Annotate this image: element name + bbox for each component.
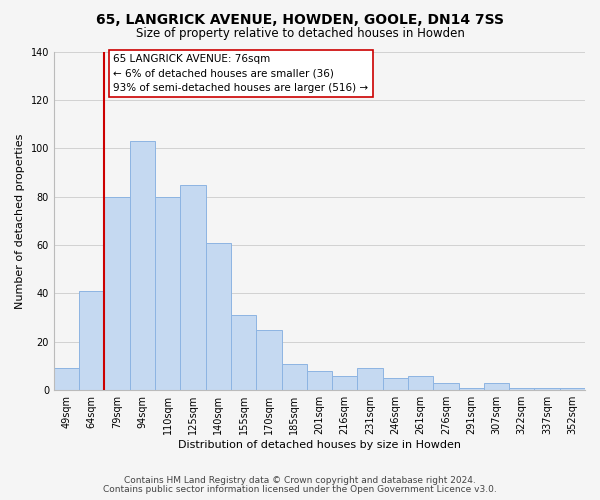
X-axis label: Distribution of detached houses by size in Howden: Distribution of detached houses by size … <box>178 440 461 450</box>
Text: 65, LANGRICK AVENUE, HOWDEN, GOOLE, DN14 7SS: 65, LANGRICK AVENUE, HOWDEN, GOOLE, DN14… <box>96 12 504 26</box>
Bar <box>433 383 458 390</box>
Bar <box>560 388 585 390</box>
Bar <box>307 371 332 390</box>
Bar <box>206 242 231 390</box>
Bar <box>181 184 206 390</box>
Bar <box>509 388 535 390</box>
Bar <box>458 388 484 390</box>
Text: 65 LANGRICK AVENUE: 76sqm
← 6% of detached houses are smaller (36)
93% of semi-d: 65 LANGRICK AVENUE: 76sqm ← 6% of detach… <box>113 54 368 92</box>
Bar <box>155 196 181 390</box>
Bar <box>79 291 104 390</box>
Bar <box>535 388 560 390</box>
Bar <box>408 376 433 390</box>
Bar <box>358 368 383 390</box>
Y-axis label: Number of detached properties: Number of detached properties <box>15 133 25 308</box>
Bar <box>231 315 256 390</box>
Text: Contains public sector information licensed under the Open Government Licence v3: Contains public sector information licen… <box>103 485 497 494</box>
Bar <box>332 376 358 390</box>
Bar <box>130 141 155 390</box>
Text: Size of property relative to detached houses in Howden: Size of property relative to detached ho… <box>136 28 464 40</box>
Bar <box>484 383 509 390</box>
Bar <box>281 364 307 390</box>
Bar <box>54 368 79 390</box>
Bar <box>256 330 281 390</box>
Bar <box>383 378 408 390</box>
Text: Contains HM Land Registry data © Crown copyright and database right 2024.: Contains HM Land Registry data © Crown c… <box>124 476 476 485</box>
Bar <box>104 196 130 390</box>
